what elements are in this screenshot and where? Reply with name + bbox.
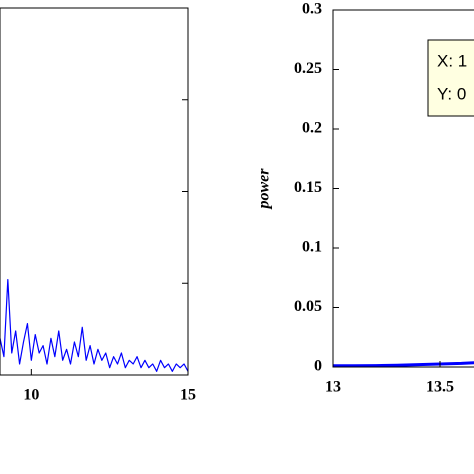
y-tick-label: 0.15 bbox=[294, 179, 322, 196]
y-tick-label: 0.05 bbox=[294, 298, 322, 315]
data-line bbox=[333, 361, 474, 367]
y-tick-label: 0 bbox=[314, 358, 322, 375]
y-tick-label: 0.25 bbox=[294, 60, 322, 77]
y-tick-label: 0.3 bbox=[302, 1, 322, 18]
plot-area bbox=[333, 361, 474, 367]
plot-area bbox=[0, 278, 188, 372]
y-axis-label: power bbox=[256, 168, 273, 211]
datatip-box bbox=[427, 39, 474, 117]
x-tick-label: 10 bbox=[23, 387, 39, 404]
x-tick-label: 15 bbox=[180, 387, 196, 404]
datatip-x: X: 1 bbox=[437, 51, 467, 70]
datatip-y: Y: 0 bbox=[437, 84, 466, 103]
data-line bbox=[0, 278, 188, 372]
y-tick-label: 0.2 bbox=[302, 120, 322, 137]
x-tick-label: 13.5 bbox=[426, 379, 454, 396]
y-tick-label: 0.1 bbox=[302, 239, 322, 256]
x-tick-label: 13 bbox=[325, 379, 341, 396]
